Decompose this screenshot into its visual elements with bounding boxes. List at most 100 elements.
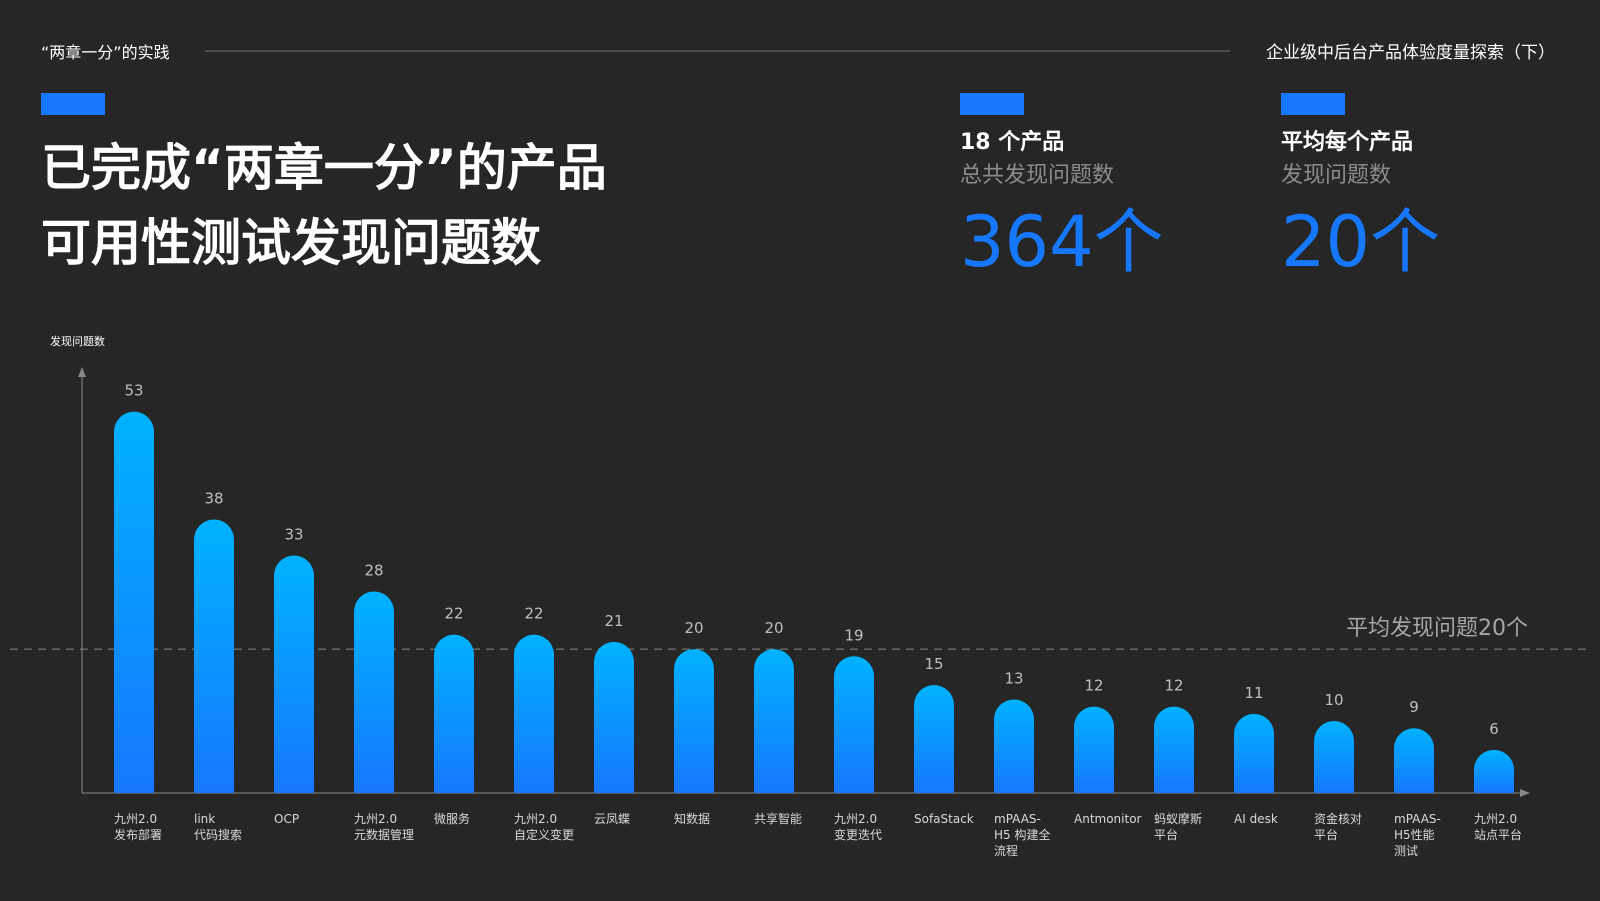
value-label: 13 xyxy=(1004,669,1023,687)
x-tick-label-line: 测试 xyxy=(1394,843,1418,858)
x-axis-arrow xyxy=(1520,789,1530,797)
stat-subheading: 总共发现问题数 xyxy=(960,163,1114,188)
bar xyxy=(114,411,154,793)
bar xyxy=(434,634,474,793)
value-label: 33 xyxy=(284,526,303,544)
x-tick-label-line: mPAAS- xyxy=(1394,812,1441,826)
average-label: 平均发现问题20个 xyxy=(1346,616,1528,641)
x-tick-label: mPAAS-H5 构建全流程 xyxy=(994,812,1050,858)
value-label: 10 xyxy=(1324,691,1343,709)
x-tick-label: 九州2.0 发布部署 xyxy=(114,812,162,842)
x-tick-label-line: link xyxy=(194,812,215,826)
x-tick-label-line: H5 构建全 xyxy=(994,827,1050,842)
value-label: 28 xyxy=(364,562,383,580)
bar xyxy=(754,649,794,793)
value-label: 22 xyxy=(524,605,543,623)
bar xyxy=(1154,706,1194,793)
bar xyxy=(1474,749,1514,793)
value-label: 15 xyxy=(924,655,943,673)
x-tick-label-line: 元数据管理 xyxy=(354,827,414,842)
x-tick-label: OCP xyxy=(274,812,299,826)
x-tick-label-line: mPAAS- xyxy=(994,812,1041,826)
stat-value: 20个 xyxy=(1281,201,1440,283)
x-tick-label: link 代码搜索 xyxy=(194,812,242,842)
bar xyxy=(914,685,954,793)
x-tick-label-line: SofaStack xyxy=(914,812,974,826)
x-tick-label-line: 变更迭代 xyxy=(834,827,882,842)
accent-block xyxy=(960,93,1024,115)
x-tick-label: 资金核对平台 xyxy=(1314,811,1362,842)
x-tick-label: 微服务 xyxy=(434,811,470,826)
value-label: 21 xyxy=(604,612,623,630)
value-label: 38 xyxy=(204,490,223,508)
bar xyxy=(1234,713,1274,793)
value-label: 20 xyxy=(684,619,703,637)
value-label: 11 xyxy=(1244,684,1263,702)
x-tick-label-line: 知数据 xyxy=(674,811,710,826)
y-axis-label: 发现问题数 xyxy=(50,334,105,348)
x-tick-label: 蚂蚁摩斯平台 xyxy=(1154,811,1202,842)
x-tick-label-line: 微服务 xyxy=(434,811,470,826)
bar xyxy=(354,591,394,793)
bar xyxy=(994,699,1034,793)
value-label: 12 xyxy=(1164,677,1183,695)
x-tick-label-line: H5性能 xyxy=(1394,828,1435,842)
stat-subheading: 发现问题数 xyxy=(1281,163,1391,188)
x-tick-label-line: 发布部署 xyxy=(114,827,162,842)
bar xyxy=(194,519,234,793)
x-tick-label-line: 流程 xyxy=(994,843,1018,858)
accent-block xyxy=(41,93,105,115)
value-label: 53 xyxy=(124,382,143,400)
title-line: 已完成“两章一分”的产品 xyxy=(41,139,607,197)
x-tick-label-line: 站点平台 xyxy=(1474,827,1522,842)
x-tick-label-line: 代码搜索 xyxy=(194,827,242,842)
bar xyxy=(514,634,554,793)
x-tick-label: 九州2.0 自定义变更 xyxy=(514,812,574,842)
x-tick-label-line: 平台 xyxy=(1314,827,1338,842)
value-label: 20 xyxy=(764,619,783,637)
x-tick-label-line: 九州2.0 xyxy=(354,812,397,826)
x-tick-label-line: 共享智能 xyxy=(754,811,802,826)
bar xyxy=(1394,728,1434,793)
x-tick-label-line: 九州2.0 xyxy=(1474,812,1517,826)
x-tick-label: 云凤蝶 xyxy=(594,811,630,826)
header-right: 企业级中后台产品体验度量探索（下） xyxy=(1266,43,1555,63)
bar xyxy=(594,641,634,793)
stat-heading: 平均每个产品 xyxy=(1281,129,1413,155)
x-tick-label: 九州2.0 站点平台 xyxy=(1474,812,1522,842)
x-tick-label-line: AI desk xyxy=(1234,812,1278,826)
bar xyxy=(1074,706,1114,793)
bar xyxy=(274,555,314,793)
x-tick-label: 共享智能 xyxy=(754,811,802,826)
title-line: 可用性测试发现问题数 xyxy=(41,214,541,272)
x-tick-label: 九州2.0 变更迭代 xyxy=(834,812,882,842)
x-tick-label-line: 平台 xyxy=(1154,827,1178,842)
x-tick-label-line: 九州2.0 xyxy=(514,812,557,826)
x-tick-label-line: 九州2.0 xyxy=(114,812,157,826)
bar xyxy=(834,656,874,793)
x-tick-label: AI desk xyxy=(1234,812,1278,826)
value-label: 19 xyxy=(844,626,863,644)
x-tick-label: 知数据 xyxy=(674,811,710,826)
y-axis-arrow xyxy=(78,367,86,377)
x-tick-label: Antmonitor xyxy=(1074,812,1142,826)
x-tick-label-line: 自定义变更 xyxy=(514,827,574,842)
x-tick-label: SofaStack xyxy=(914,812,974,826)
header-left: “两章一分”的实践 xyxy=(41,43,170,62)
value-label: 12 xyxy=(1084,677,1103,695)
stat-heading: 18 个产品 xyxy=(960,130,1064,155)
x-tick-label-line: OCP xyxy=(274,812,299,826)
bar xyxy=(1314,721,1354,793)
stat-value: 364个 xyxy=(960,201,1164,283)
x-tick-label-line: Antmonitor xyxy=(1074,812,1142,826)
accent-block xyxy=(1281,93,1345,115)
x-tick-label-line: 资金核对 xyxy=(1314,811,1362,826)
value-label: 9 xyxy=(1409,698,1419,716)
bar xyxy=(674,649,714,793)
x-tick-label: 九州2.0 元数据管理 xyxy=(354,812,414,842)
value-label: 6 xyxy=(1489,720,1499,738)
x-tick-label-line: 云凤蝶 xyxy=(594,811,630,826)
value-label: 22 xyxy=(444,605,463,623)
x-tick-label: mPAAS- H5性能测试 xyxy=(1394,812,1441,858)
